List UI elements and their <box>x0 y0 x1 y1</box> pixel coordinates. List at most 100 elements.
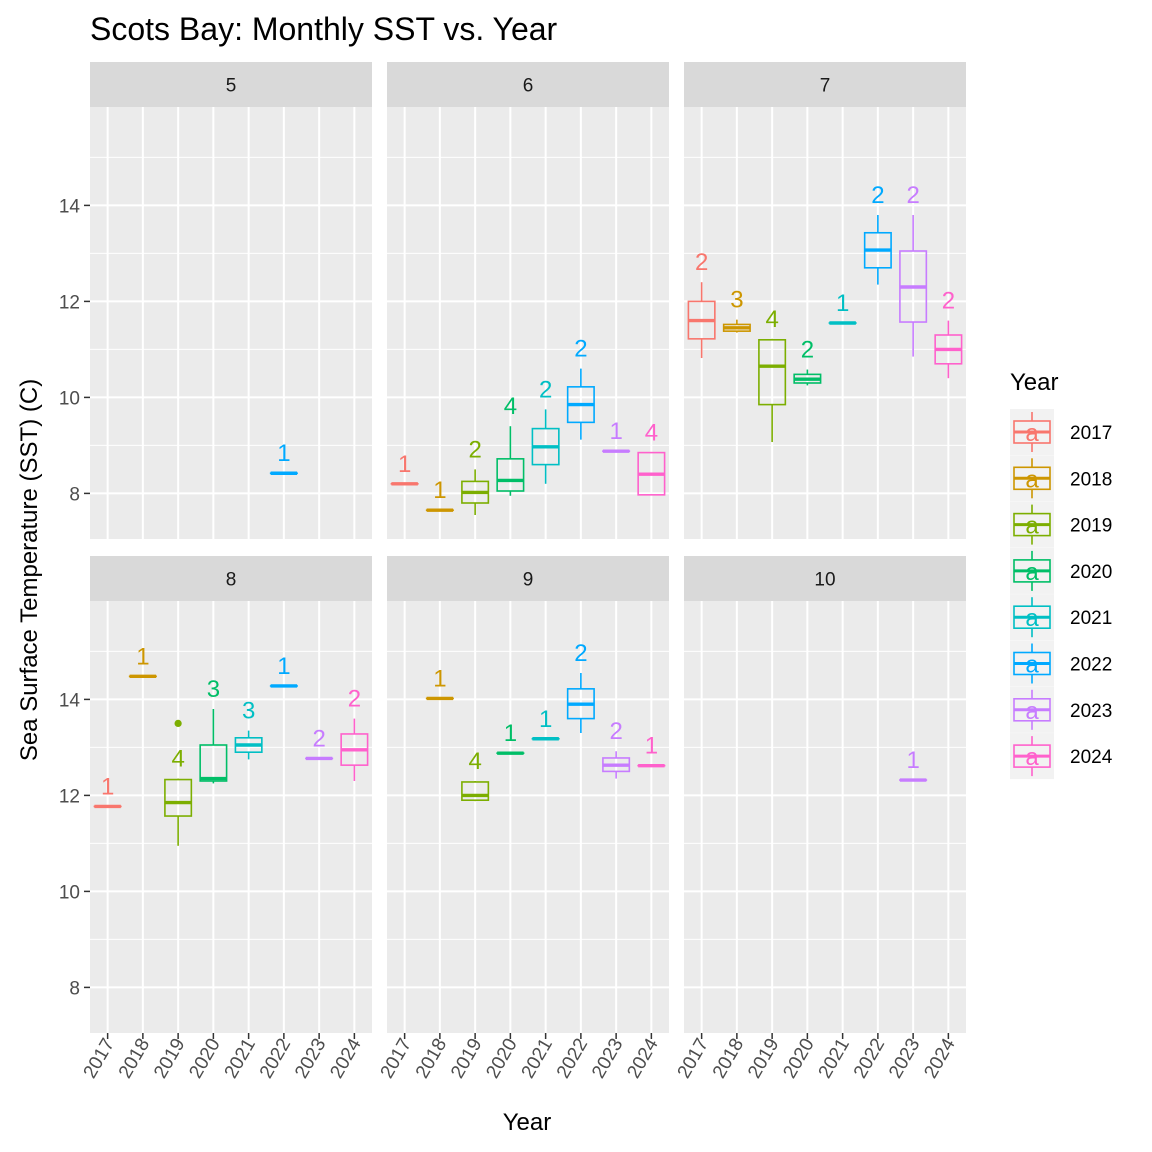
box-2018: 1 <box>425 665 454 701</box>
box-2018: 3 <box>722 287 751 333</box>
count-label: 2 <box>609 718 622 745</box>
legend-label: 2021 <box>1070 608 1112 629</box>
box-2024: 2 <box>934 288 963 379</box>
panel-background <box>387 601 669 1033</box>
box-2018: 1 <box>425 477 454 512</box>
legend-key-glyph: a <box>1025 513 1039 540</box>
count-label: 3 <box>207 676 220 703</box>
legend-label: 2020 <box>1070 562 1112 583</box>
legend-item-2023: a 2023 <box>1010 686 1112 733</box>
box-2017: 2 <box>687 249 716 359</box>
count-label: 1 <box>136 643 149 670</box>
legend-key-glyph: a <box>1025 605 1039 632</box>
legend-label: 2018 <box>1070 469 1112 490</box>
x-tick-label: 2021 <box>518 1035 557 1082</box>
legend-item-2017: a 2017 <box>1010 409 1112 455</box>
box-2021: 2 <box>531 376 560 484</box>
count-label: 1 <box>609 418 622 445</box>
box-2017: 1 <box>390 451 419 486</box>
legend-item-2022: a 2022 <box>1010 640 1112 687</box>
legend-label: 2022 <box>1070 655 1112 676</box>
y-tick-label: 8 <box>69 484 80 505</box>
box-2024: 4 <box>637 420 666 496</box>
count-label: 1 <box>645 733 658 760</box>
box-iqr <box>164 778 193 817</box>
count-label: 1 <box>277 440 290 467</box>
box-2021: 1 <box>828 290 857 325</box>
legend-label: 2023 <box>1070 701 1112 722</box>
facet-strip <box>90 62 372 107</box>
box-2023: 2 <box>602 718 631 779</box>
x-tick-label: 2017 <box>377 1035 416 1082</box>
legend-key-glyph: a <box>1025 652 1039 679</box>
count-label: 1 <box>906 747 919 774</box>
box-iqr <box>199 744 228 782</box>
x-tick-label: 2020 <box>482 1035 521 1082</box>
x-tick-label: 2022 <box>256 1035 295 1082</box>
panel-background <box>684 107 966 539</box>
legend-label: 2017 <box>1070 423 1112 444</box>
box-2021: 3 <box>234 698 263 760</box>
x-tick-label: 2023 <box>588 1035 627 1082</box>
chart-title: Scots Bay: Monthly SST vs. Year <box>90 11 558 47</box>
x-tick-label: 2020 <box>185 1035 224 1082</box>
box-2024: 2 <box>340 686 369 781</box>
legend-label: 2019 <box>1070 516 1112 537</box>
legend: Year a 2017 a 2018 a 2019 a 2020 a 2021 a 2022 a 2023… <box>1010 369 1113 780</box>
box-iqr <box>461 781 490 802</box>
count-label: 4 <box>765 306 778 333</box>
box-iqr <box>758 338 787 406</box>
box-2020: 3 <box>199 676 228 784</box>
y-tick-label: 8 <box>69 978 80 999</box>
facet-strip-label: 8 <box>226 570 237 591</box>
x-tick-label: 2020 <box>779 1035 818 1082</box>
box-2017: 1 <box>93 773 122 809</box>
count-label: 1 <box>433 665 446 692</box>
x-tick-label: 2023 <box>291 1035 330 1082</box>
facet-panel-5: 5 8 10 12 14 1 <box>59 62 372 539</box>
box-2023: 2 <box>899 182 928 357</box>
legend-key-glyph: a <box>1025 559 1039 586</box>
x-tick-label: 2017 <box>80 1035 119 1082</box>
count-label: 1 <box>433 477 446 504</box>
count-label: 4 <box>504 393 517 420</box>
facet-strip-label: 10 <box>814 570 835 591</box>
count-label: 2 <box>906 182 919 209</box>
legend-item-2021: a 2021 <box>1010 594 1112 641</box>
x-tick-label: 2021 <box>815 1035 854 1082</box>
count-label: 2 <box>695 249 708 276</box>
x-tick-label: 2017 <box>674 1035 713 1082</box>
box-2019: 4 <box>758 306 787 443</box>
box-2019: 2 <box>461 436 490 515</box>
y-axis-title: Sea Surface Temperature (SST) (C) <box>16 379 43 761</box>
legend-items: a 2017 a 2018 a 2019 a 2020 a 2021 a 2022 a 2023 a 2024 <box>1010 409 1113 780</box>
panel-background <box>387 107 669 539</box>
count-label: 3 <box>730 287 743 314</box>
count-label: 1 <box>277 653 290 680</box>
legend-label: 2024 <box>1070 747 1113 768</box>
count-label: 4 <box>645 420 658 447</box>
facet-strip <box>387 556 669 601</box>
box-2022: 2 <box>566 336 595 440</box>
x-tick-label: 2019 <box>744 1035 783 1082</box>
count-label: 2 <box>574 640 587 667</box>
box-2018: 1 <box>128 643 157 679</box>
count-label: 2 <box>801 337 814 364</box>
facet-strip-label: 9 <box>523 570 534 591</box>
count-label: 2 <box>468 436 481 463</box>
y-tick-label: 14 <box>59 690 81 711</box>
legend-key-glyph: a <box>1025 466 1039 493</box>
x-tick-label: 2018 <box>709 1035 748 1082</box>
x-tick-label: 2022 <box>850 1035 889 1082</box>
facet-strip <box>387 62 669 107</box>
count-label: 1 <box>398 451 411 478</box>
box-2020: 2 <box>793 337 822 386</box>
x-tick-label: 2024 <box>920 1035 960 1082</box>
facet-strip <box>684 62 966 107</box>
count-label: 2 <box>942 288 955 315</box>
box-2024: 1 <box>637 733 666 768</box>
